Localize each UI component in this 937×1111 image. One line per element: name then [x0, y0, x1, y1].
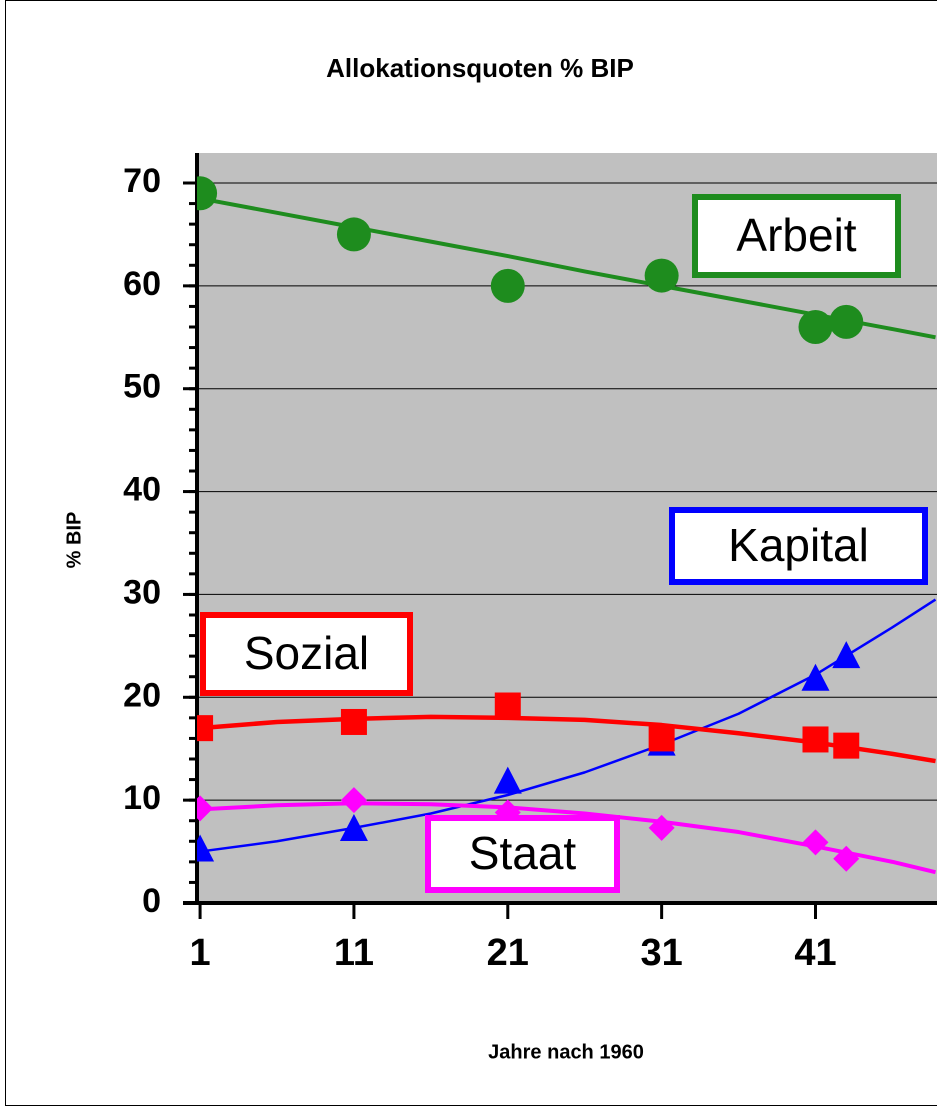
marker — [832, 641, 861, 669]
series-label: Kapital — [728, 519, 869, 571]
marker — [490, 268, 525, 303]
marker — [833, 732, 860, 759]
y-tick-label: 50 — [123, 368, 161, 406]
y-axis-title: % BIP — [63, 512, 85, 569]
x-tick-label: 31 — [640, 932, 682, 974]
y-tick-label: 20 — [123, 676, 161, 714]
y-tick-label: 0 — [142, 882, 161, 920]
y-tick-label: 10 — [123, 779, 161, 817]
x-axis-title: Jahre nach 1960 — [488, 1041, 644, 1063]
marker — [197, 176, 218, 211]
series-label: Arbeit — [736, 209, 856, 261]
marker — [493, 766, 522, 794]
marker — [197, 834, 215, 862]
marker — [644, 258, 679, 293]
marker — [648, 725, 675, 752]
series-label-box — [425, 815, 620, 893]
marker — [339, 813, 368, 841]
series-label-box — [200, 612, 413, 696]
x-tick-label: 21 — [487, 932, 529, 974]
marker — [802, 726, 829, 753]
series-label-box — [692, 194, 901, 278]
chart-title: Allokationsquoten % BIP — [326, 53, 634, 83]
x-tick-label: 41 — [794, 932, 836, 974]
y-tick-label: 40 — [123, 471, 161, 509]
marker — [336, 217, 371, 252]
marker — [648, 814, 675, 841]
series-label-box — [669, 507, 928, 585]
marker — [340, 787, 367, 814]
series-label: Sozial — [244, 627, 369, 679]
marker — [798, 310, 833, 344]
marker — [340, 708, 367, 735]
marker — [829, 304, 864, 339]
marker — [833, 845, 860, 872]
marker — [197, 795, 214, 822]
series-label: Staat — [469, 827, 577, 879]
y-tick-label: 70 — [123, 162, 161, 200]
marker — [197, 715, 214, 742]
plot-layer — [197, 176, 937, 875]
marker — [494, 692, 521, 719]
y-tick-label: 60 — [123, 265, 161, 303]
marker — [801, 663, 830, 691]
x-tick-label: 1 — [190, 932, 211, 974]
marker — [802, 829, 829, 856]
x-tick-label: 11 — [334, 932, 374, 974]
y-tick-label: 30 — [123, 573, 161, 611]
